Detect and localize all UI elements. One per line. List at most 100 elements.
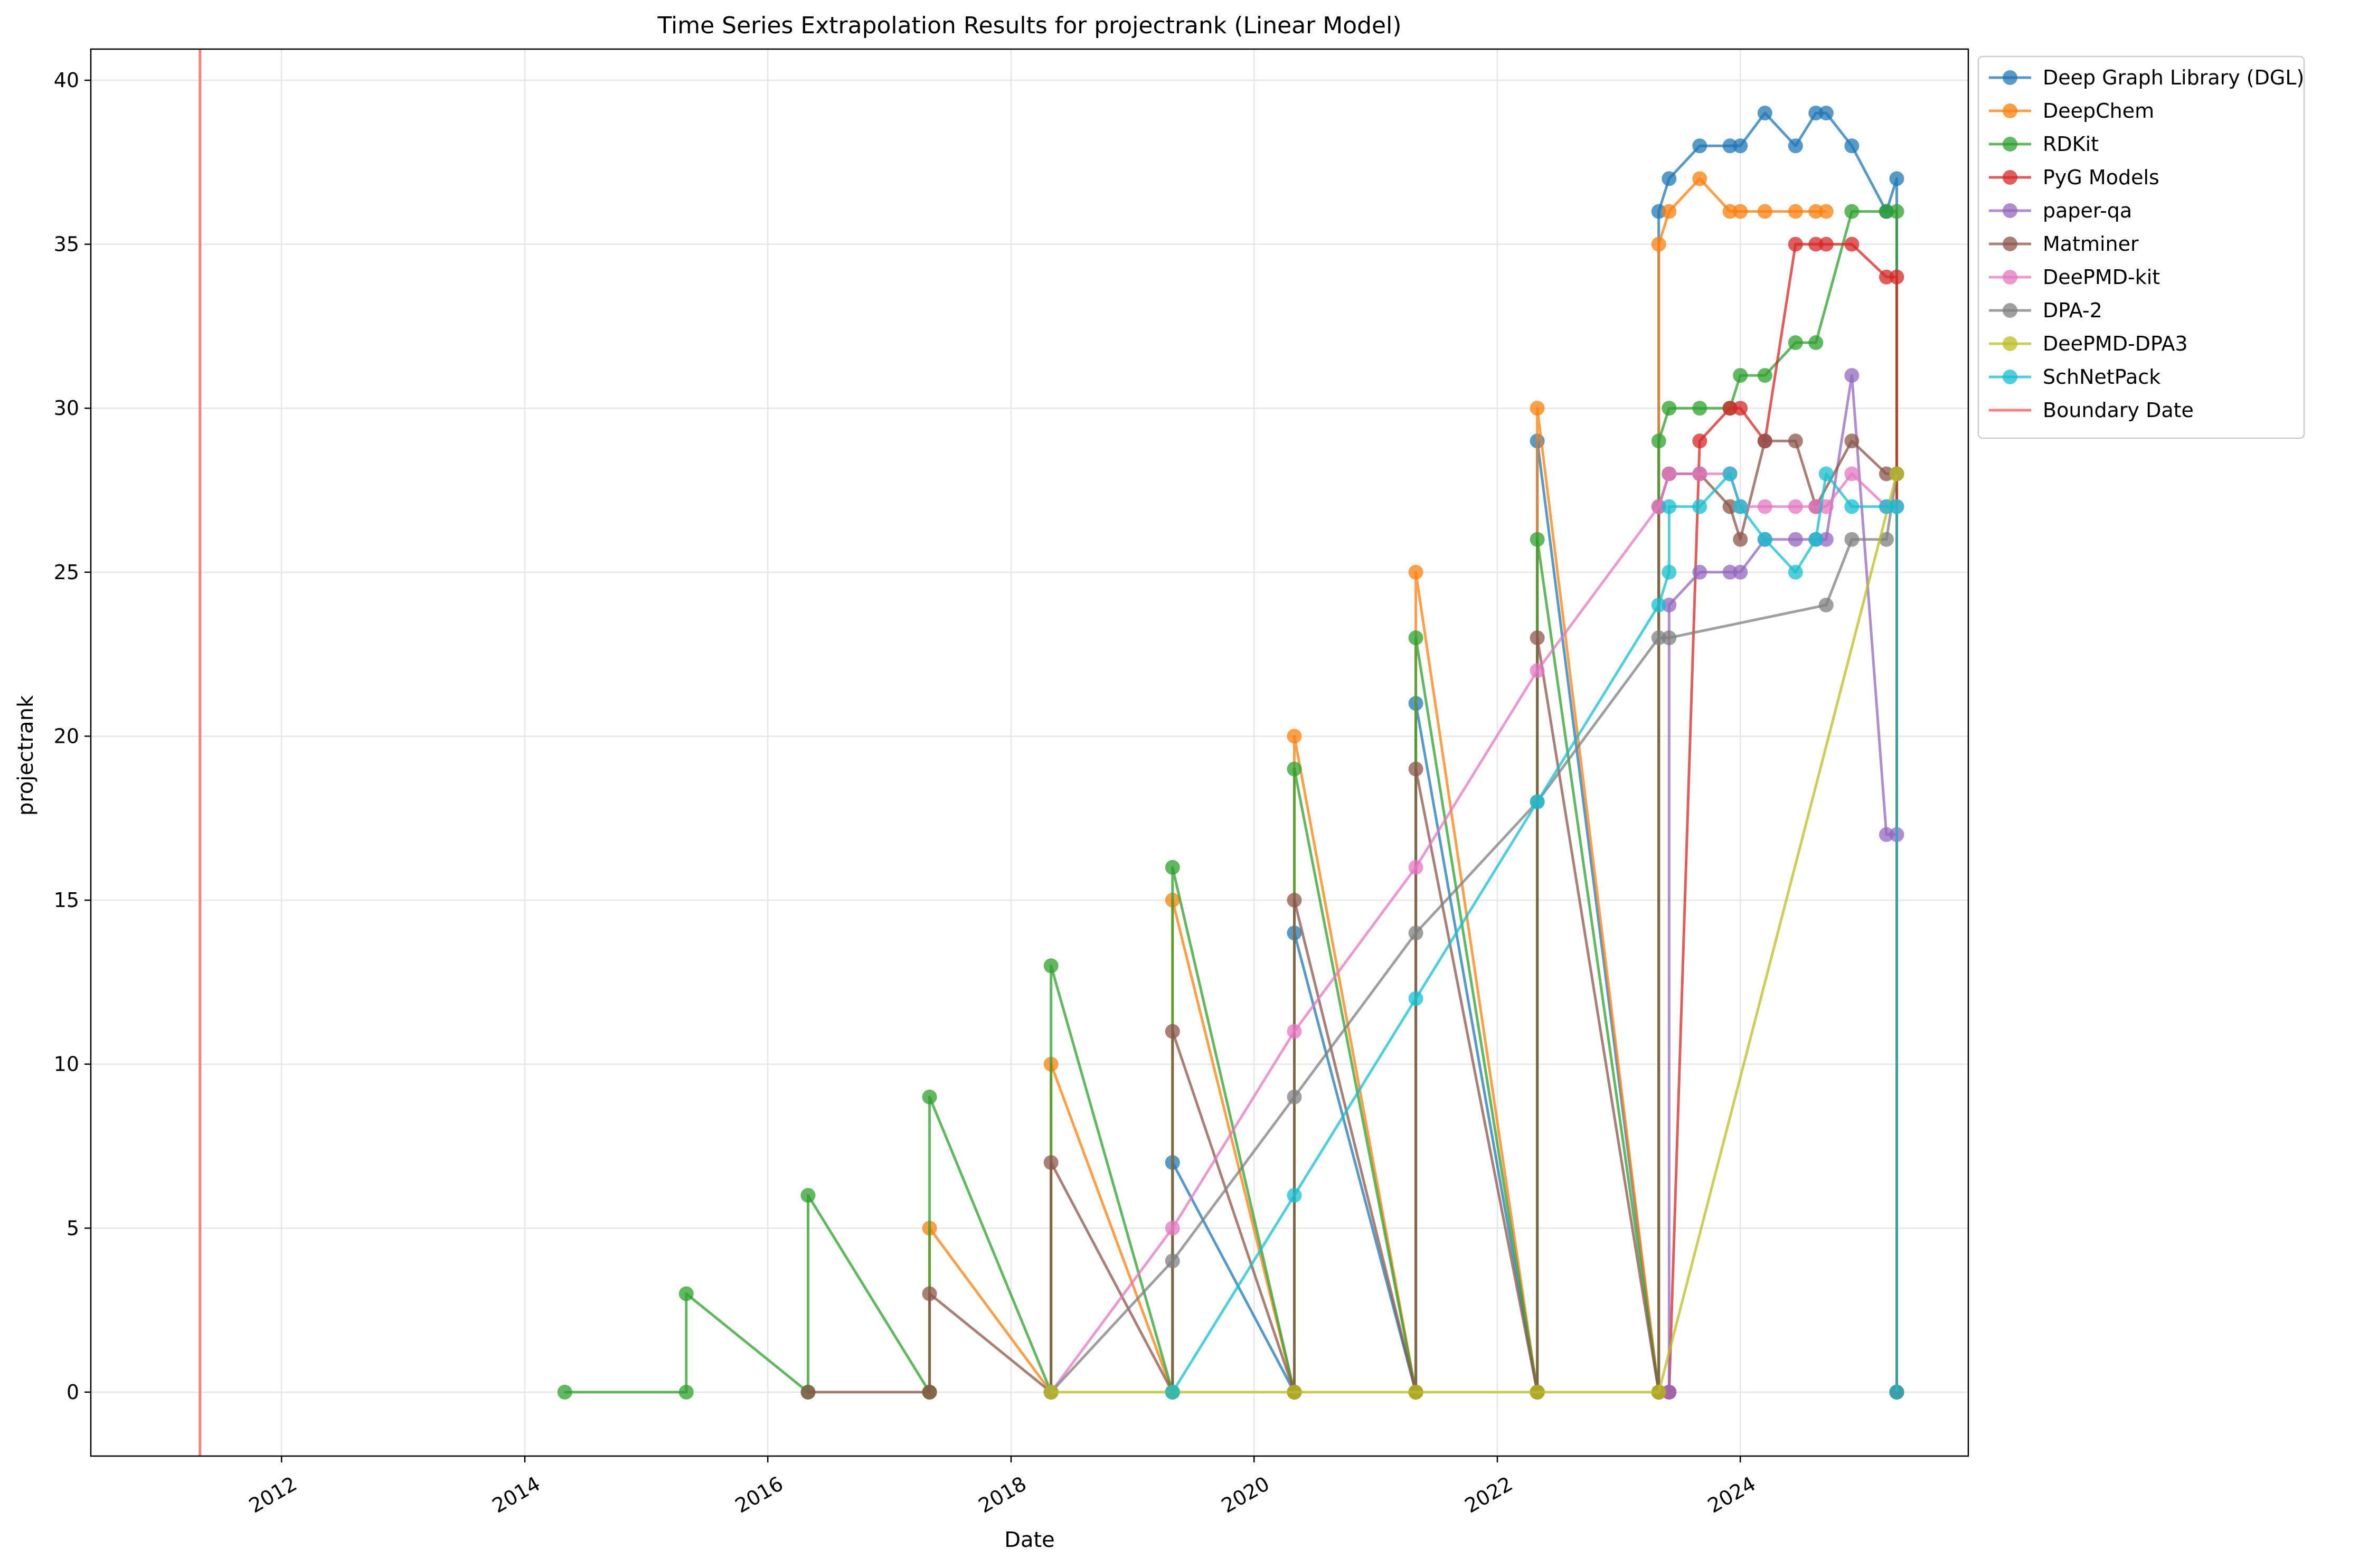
data-point [1889,171,1904,186]
data-point [1662,466,1677,481]
data-point [1788,532,1803,547]
data-point [1889,204,1904,219]
data-point [1844,138,1860,154]
data-point [1692,433,1707,449]
data-point [1692,138,1707,154]
data-point [1662,204,1677,219]
data-point [1692,401,1707,416]
data-point [1844,204,1860,219]
legend-swatch-marker [2003,303,2017,318]
legend-label: RDKit [2043,133,2099,156]
data-point [1662,499,1677,514]
data-point [1662,401,1677,416]
data-point [1722,401,1738,416]
data-point [1722,564,1738,580]
legend: Deep Graph Library (DGL) DeepChem RDKit PyG… [1977,55,2305,439]
data-point [1165,1221,1180,1236]
data-point [1662,171,1677,186]
data-point [1879,532,1894,547]
data-point [1889,269,1904,285]
data-point [1165,1253,1180,1269]
series-line [1171,111,1898,1394]
data-point [1889,499,1904,514]
data-point [1165,1024,1180,1039]
data-point [1757,499,1772,514]
data-point [1287,1089,1302,1104]
data-point [1757,532,1772,547]
plot-frame [90,48,1969,1457]
data-point [1651,204,1666,219]
data-point [1808,204,1824,219]
data-point [1757,433,1772,449]
legend-label: SchNetPack [2043,365,2160,389]
data-point [1788,335,1803,350]
data-point [1889,1384,1904,1400]
legend-swatch-marker [2003,203,2017,218]
data-point [1662,564,1677,580]
data-point [1408,859,1423,875]
data-point [1651,499,1666,514]
data-point [1788,138,1803,154]
data-point [1287,1384,1302,1400]
series-line [1667,374,1897,1392]
data-point [1530,794,1545,809]
chart-title: Time Series Extrapolation Results for pr… [657,12,1401,39]
data-point [1530,1384,1545,1400]
legend-swatch-marker [2003,270,2017,285]
data-point [1733,401,1748,416]
data-point [1651,1384,1666,1400]
data-point [1818,598,1834,612]
legend-label: Matminer [2043,232,2139,256]
series-group [1165,466,1904,1400]
data-point [1722,138,1738,154]
data-point [1733,564,1748,580]
data-point [1808,106,1824,121]
y-tick-label: 35 [54,233,79,256]
legend-swatch-marker [2003,170,2017,185]
data-point [1530,630,1545,646]
data-point [1818,466,1834,481]
data-point [1844,237,1860,252]
data-point [1788,237,1803,252]
data-point [1408,630,1423,646]
y-axis-label: projectrank [14,695,38,816]
data-point [1408,761,1423,777]
data-point [1733,532,1748,547]
data-point [1408,991,1423,1006]
data-point [1844,433,1860,449]
data-point [1408,925,1423,941]
data-point [1651,630,1666,646]
data-point [1757,368,1772,383]
legend-label: paper-qa [2043,199,2132,222]
y-tick-label: 20 [54,724,79,748]
legend-label: Deep Graph Library (DGL) [2043,66,2304,89]
data-point [1043,958,1059,974]
legend-label: Boundary Date [2043,399,2194,422]
y-tick-label: 40 [54,69,79,92]
data-point [1879,499,1894,514]
data-point [1165,1384,1180,1400]
data-point [1889,466,1904,481]
legend-swatch-marker [2003,336,2017,351]
data-point [1733,368,1748,383]
data-point [678,1384,694,1400]
data-point [1733,499,1748,514]
data-point [1808,532,1824,547]
data-point [1788,499,1803,514]
data-point [1818,204,1834,219]
data-point [1287,729,1302,744]
legend-label: DPA-2 [2043,299,2102,322]
data-point [1530,532,1545,547]
data-point [922,1089,937,1104]
data-point [1692,499,1707,514]
data-point [1818,237,1834,252]
data-point [1662,1384,1677,1400]
data-point [1844,532,1860,547]
data-point [1043,1384,1059,1400]
data-point [1733,138,1748,154]
data-point [1844,499,1860,514]
data-point [1287,893,1302,908]
data-point [1408,564,1423,580]
